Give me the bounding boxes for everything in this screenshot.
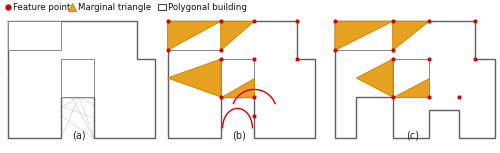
Text: Feature point: Feature point xyxy=(13,2,70,11)
Polygon shape xyxy=(8,21,61,50)
Bar xyxy=(158,4,166,10)
Text: (c): (c) xyxy=(406,130,419,140)
Text: (b): (b) xyxy=(232,130,246,140)
Polygon shape xyxy=(356,59,392,97)
Polygon shape xyxy=(335,21,392,50)
Polygon shape xyxy=(8,21,155,138)
Polygon shape xyxy=(168,59,221,97)
Polygon shape xyxy=(168,21,221,50)
Polygon shape xyxy=(61,59,94,97)
Text: Marginal triangle: Marginal triangle xyxy=(78,2,151,11)
Polygon shape xyxy=(221,59,254,97)
Polygon shape xyxy=(168,21,315,138)
Polygon shape xyxy=(392,59,429,97)
Polygon shape xyxy=(221,78,254,97)
Polygon shape xyxy=(392,78,429,97)
Polygon shape xyxy=(392,21,429,50)
Polygon shape xyxy=(221,21,254,50)
Text: Polygonal building: Polygonal building xyxy=(168,2,247,11)
Polygon shape xyxy=(168,21,221,50)
Polygon shape xyxy=(335,21,495,138)
Text: (a): (a) xyxy=(72,130,86,140)
Polygon shape xyxy=(335,21,392,50)
